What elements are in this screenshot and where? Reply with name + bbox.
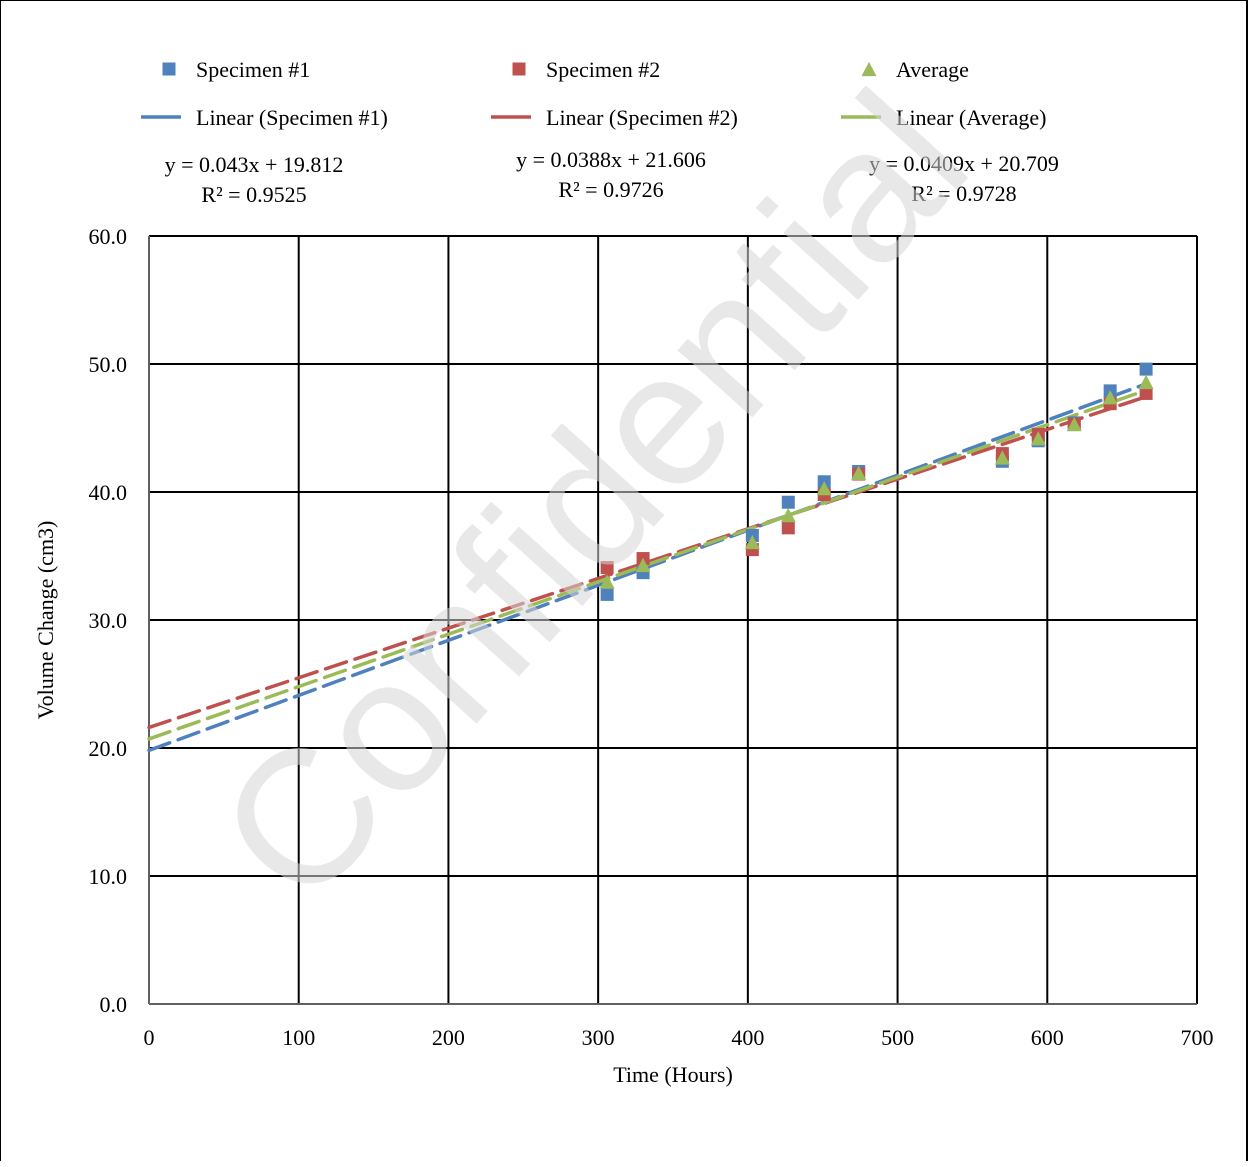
legend-trend-label-2: Linear (Specimen #2) [546, 105, 738, 130]
legend-label-2: Specimen #2 [546, 57, 660, 82]
data-point-series-2 [600, 561, 614, 575]
legend-trend-label-1: Linear (Specimen #1) [196, 105, 388, 130]
y-tick-label: 60.0 [89, 224, 128, 249]
x-tick-label: 200 [432, 1025, 465, 1050]
data-point-series-1 [600, 587, 614, 601]
y-tick-label: 10.0 [89, 864, 128, 889]
data-point-series-3 [599, 574, 615, 589]
trendline-r2-3: R² = 0.9728 [911, 181, 1016, 206]
legend: Specimen #1 Specimen #2 Average Linear (Spe… [141, 57, 1046, 130]
data-point-series-3 [994, 450, 1010, 465]
grid [148, 235, 1198, 1005]
x-tick-label: 0 [144, 1025, 155, 1050]
y-tick-label: 30.0 [89, 608, 128, 633]
trendline-equations: y = 0.043x + 19.812 R² = 0.9525 y = 0.0388… [165, 147, 1059, 207]
y-axis-title: Volume Change (cm3) [33, 521, 58, 720]
data-point-series-1 [1139, 362, 1153, 376]
data-point-series-1 [781, 495, 795, 509]
x-tick-label: 300 [582, 1025, 615, 1050]
trendline-r2-2: R² = 0.9726 [558, 177, 663, 202]
data-points [599, 362, 1154, 601]
x-tick-label: 600 [1031, 1025, 1064, 1050]
x-tick-label: 400 [731, 1025, 764, 1050]
trendline-r2-1: R² = 0.9525 [201, 182, 306, 207]
trendline-equation-2: y = 0.0388x + 21.606 [516, 147, 706, 172]
legend-marker-1 [162, 62, 176, 76]
x-tick-label: 700 [1181, 1025, 1214, 1050]
legend-label-1: Specimen #1 [196, 57, 310, 82]
trendline-equation-3: y = 0.0409x + 20.709 [869, 151, 1059, 176]
legend-marker-3 [861, 61, 877, 77]
y-tick-label: 40.0 [89, 480, 128, 505]
x-tick-label: 500 [881, 1025, 914, 1050]
data-point-series-3 [1030, 431, 1046, 446]
tick-labels: 0 100 200 300 400 500 600 700 0.0 10.0 20.0 30.0 40.… [89, 224, 1214, 1050]
data-point-series-3 [851, 465, 867, 480]
y-tick-label: 50.0 [89, 352, 128, 377]
data-point-series-2 [1139, 386, 1153, 400]
legend-trend-label-3: Linear (Average) [896, 105, 1046, 130]
data-point-series-3 [744, 534, 760, 550]
data-point-series-3 [1066, 417, 1082, 432]
data-point-series-3 [1102, 390, 1118, 405]
data-point-series-2 [781, 521, 795, 535]
data-point-series-3 [780, 507, 796, 523]
y-tick-label: 0.0 [100, 992, 128, 1017]
data-point-series-3 [1138, 374, 1154, 390]
y-tick-label: 20.0 [89, 736, 128, 761]
legend-marker-2 [512, 62, 526, 76]
x-axis-title: Time (Hours) [613, 1062, 733, 1087]
trendline-equation-1: y = 0.043x + 19.812 [165, 152, 344, 177]
data-point-series-3 [635, 557, 651, 573]
legend-label-3: Average [896, 57, 969, 82]
x-tick-label: 100 [282, 1025, 315, 1050]
data-point-series-3 [816, 481, 832, 496]
